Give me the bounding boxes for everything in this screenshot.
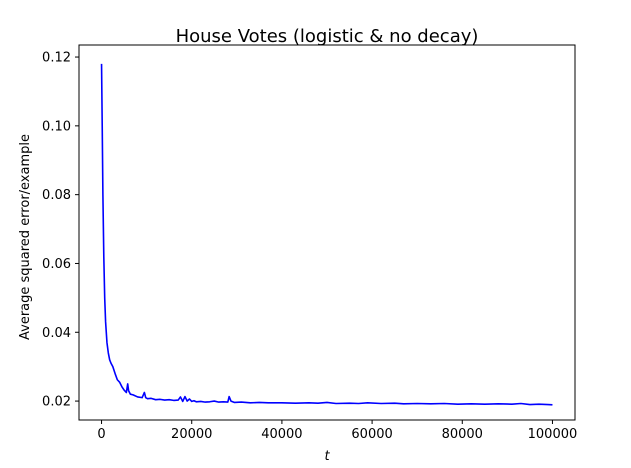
x-axis: 0 20000 40000 60000 80000 100000 [97,420,577,442]
x-tick-label: 20000 [171,427,212,442]
x-tick-label: 40000 [261,427,302,442]
y-axis: 0.02 0.04 0.06 0.08 0.10 0.12 [42,51,79,410]
x-tick-label: 0 [97,427,105,442]
chart-title: House Votes (logistic & no decay) [176,26,479,47]
plot-area-frame [78,44,576,421]
y-tick-label: 0.04 [42,326,71,341]
series-line [100,63,553,406]
y-tick-label: 0.08 [42,188,71,203]
x-tick-label: 80000 [442,427,483,442]
x-tick-label: 60000 [351,427,392,442]
y-tick-label: 0.12 [42,51,71,66]
y-axis-label: Average squared error/example [18,134,33,340]
x-tick-label: 100000 [528,427,578,442]
x-axis-label: t [324,449,330,464]
y-tick-label: 0.10 [42,119,71,134]
y-tick-label: 0.02 [42,395,71,410]
y-tick-label: 0.06 [42,257,71,272]
